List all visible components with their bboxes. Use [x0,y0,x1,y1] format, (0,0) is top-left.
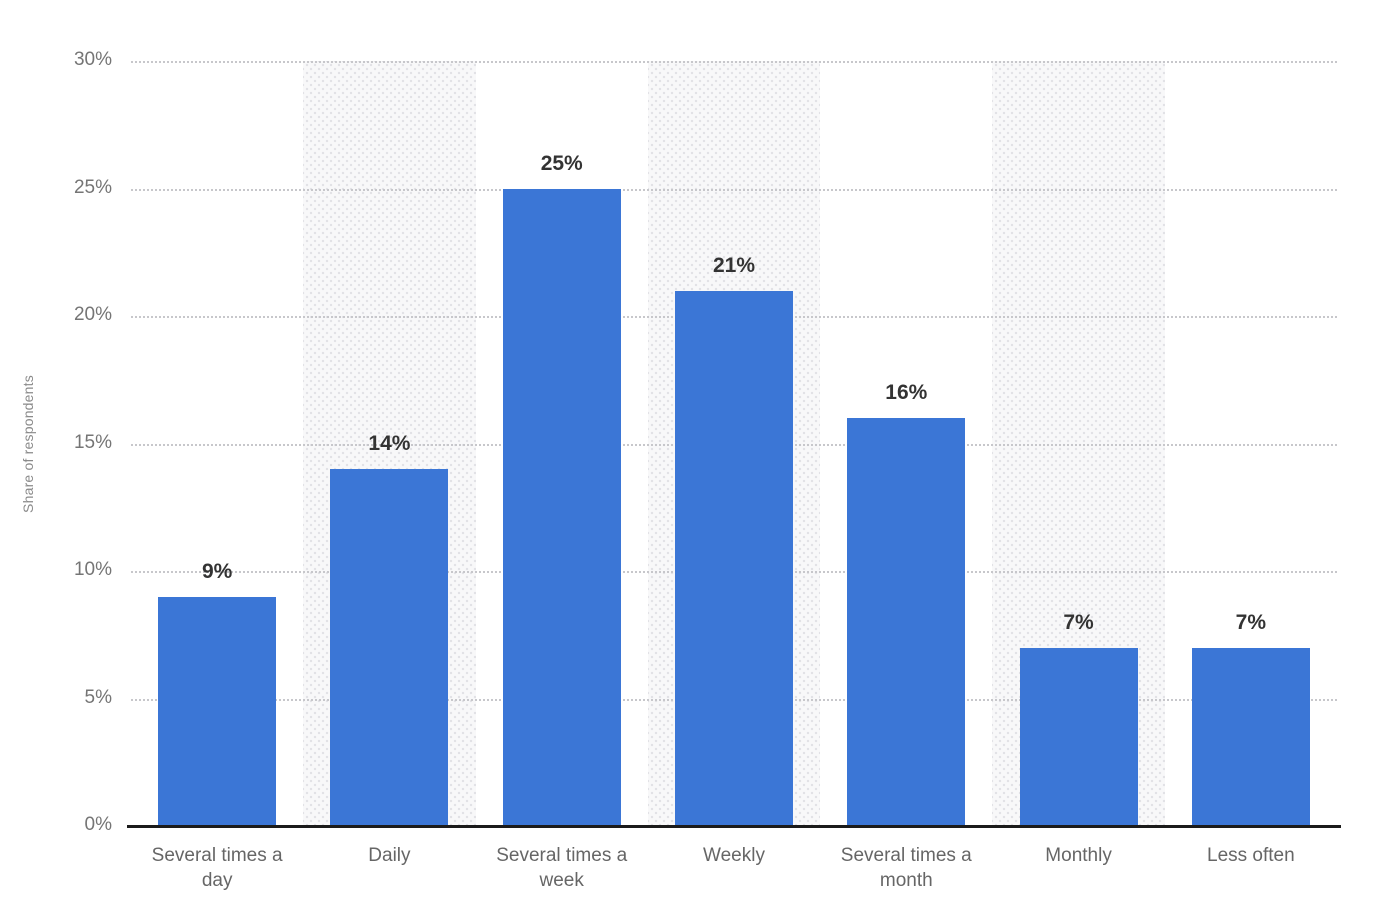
bar-value-label: 21% [712,253,755,277]
y-tick-label: 25% [73,176,112,198]
bar-value-label: 7% [1063,610,1094,634]
x-axis-line [127,825,1341,828]
bar [847,418,966,826]
bar [502,188,621,826]
bar-value-label: 9% [201,559,233,583]
y-tick-label: 5% [84,686,112,708]
y-tick-label: 15% [73,431,112,453]
y-tick-label: 10% [73,559,112,580]
bar-value-label: 7% [1235,610,1267,634]
y-tick-label: 20% [73,304,112,325]
gridline [131,61,1337,63]
x-axis-label: Monthly [1045,845,1112,866]
x-axis-label: Weekly [703,845,765,866]
bar [1191,647,1310,826]
y-tick-label: 30% [73,49,112,70]
bar [158,596,277,826]
x-axis-label: Several times a week [496,845,628,892]
bar [330,469,449,826]
gridline [131,188,1337,191]
bar-value-label: 16% [885,381,928,404]
x-axis-label: Several times a month [840,845,972,892]
x-axis-label: Less often [1207,845,1295,866]
x-axis-label: Daily [368,845,411,866]
bar [675,290,793,826]
bar-value-label: 25% [540,151,583,175]
bar [1019,647,1138,826]
y-tick-label: 0% [84,814,112,835]
x-axis-label: Several times a day [151,845,283,892]
bar-value-label: 14% [368,432,411,455]
